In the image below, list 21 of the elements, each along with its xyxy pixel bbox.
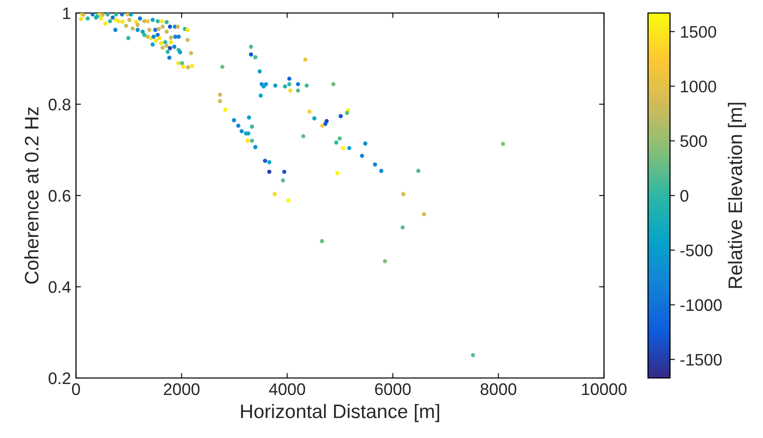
x-tick-label: 4000 xyxy=(269,383,306,396)
y-tick-label: 1 xyxy=(63,8,70,20)
color-bar-label: -1500 xyxy=(680,354,722,366)
y-tick-label: 0.4 xyxy=(48,281,71,293)
color-bar-label: -500 xyxy=(680,244,712,256)
y-tick-label: 0.6 xyxy=(48,190,70,202)
color-bar-label: 500 xyxy=(680,135,707,148)
x-tick-label: 10000 xyxy=(582,383,627,396)
x-axis-title: Horizontal Distance [m] xyxy=(241,404,440,422)
color-bar-label: 1000 xyxy=(680,80,716,92)
y-tick-label: 0.8 xyxy=(48,98,70,110)
x-tick-label: 2000 xyxy=(164,383,200,396)
x-tick-label: 8000 xyxy=(480,383,516,396)
color-bar-label: 1500 xyxy=(680,26,716,38)
x-tick-label: 6000 xyxy=(375,383,411,396)
color-bar-label: -1000 xyxy=(680,299,722,311)
x-tick-label: 0 xyxy=(72,383,80,396)
y-axis-title: Coherence at 0.2 Hz xyxy=(24,107,39,284)
y-tick-label: 0.2 xyxy=(48,372,70,384)
color-bar-label: 0 xyxy=(680,190,688,202)
color-bar-title: Relative Elevation [m] xyxy=(728,102,746,288)
